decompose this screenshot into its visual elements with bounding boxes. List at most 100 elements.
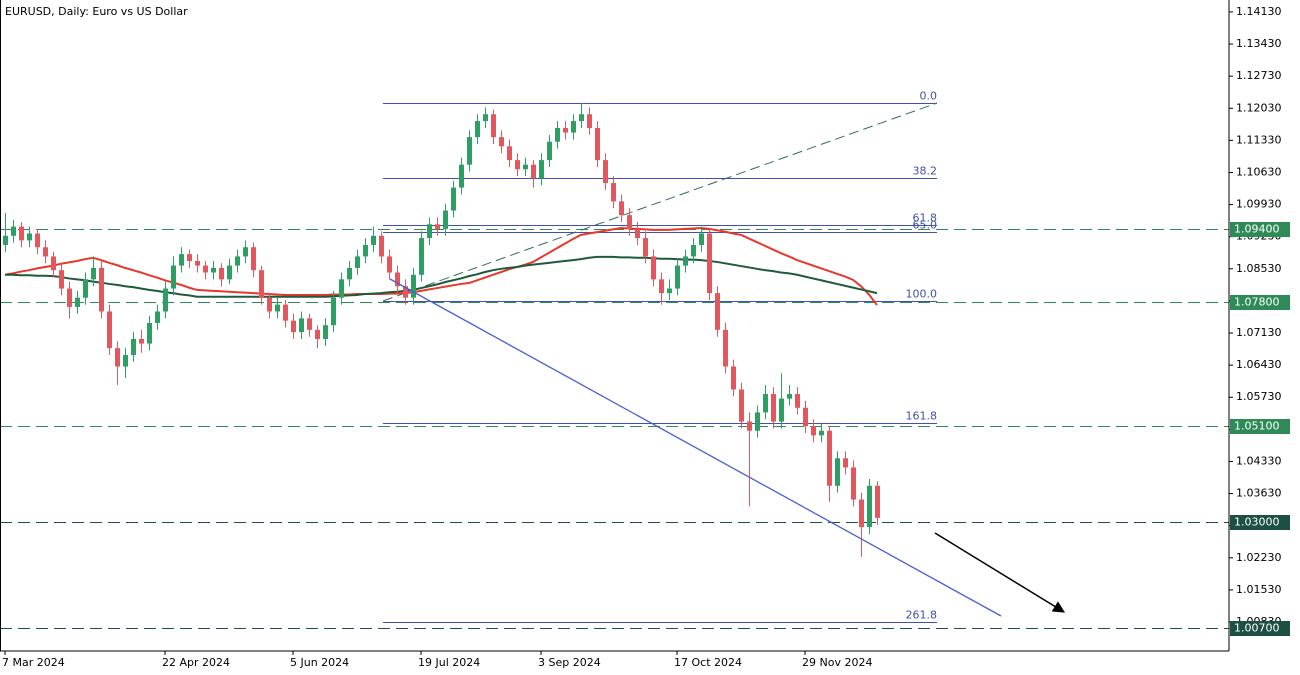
candle-body bbox=[427, 224, 432, 239]
candle-body bbox=[563, 127, 568, 133]
candle-body bbox=[435, 224, 440, 229]
candle-body bbox=[75, 297, 80, 307]
fib-label: 161.8 bbox=[906, 410, 938, 423]
y-tick-label: 1.08530 bbox=[1236, 262, 1282, 275]
candle-body bbox=[811, 426, 816, 436]
candle-body bbox=[715, 293, 720, 330]
candle-body bbox=[555, 127, 560, 142]
y-tick-label: 1.09930 bbox=[1236, 198, 1282, 211]
level-box bbox=[1230, 515, 1290, 530]
candle-body bbox=[723, 329, 728, 367]
candle-body bbox=[867, 485, 872, 528]
candle-body bbox=[171, 265, 176, 289]
candle-body bbox=[403, 286, 408, 298]
y-tick-label: 1.01530 bbox=[1236, 583, 1282, 596]
y-tick-label: 1.02230 bbox=[1236, 551, 1282, 564]
candle-body bbox=[675, 265, 680, 289]
candle-body bbox=[859, 499, 864, 528]
candle-body bbox=[875, 485, 880, 518]
candle-body bbox=[451, 187, 456, 211]
candle-body bbox=[267, 297, 272, 312]
candle-body bbox=[35, 233, 40, 248]
y-tick-label: 1.05730 bbox=[1236, 390, 1282, 403]
candle-body bbox=[475, 121, 480, 138]
candle-body bbox=[731, 366, 736, 390]
level-label: 1.03000 bbox=[1234, 516, 1280, 529]
x-tick-label: 17 Oct 2024 bbox=[674, 656, 742, 669]
candle-body bbox=[259, 270, 264, 298]
x-tick-label: 19 Jul 2024 bbox=[418, 656, 480, 669]
y-tick-label: 1.11330 bbox=[1236, 133, 1282, 146]
forecast-arrow bbox=[934, 532, 1066, 613]
candle-body bbox=[659, 279, 664, 294]
candle-body bbox=[331, 297, 336, 326]
chart-title: EURUSD, Daily: Euro vs US Dollar bbox=[5, 5, 188, 18]
candle-body bbox=[795, 394, 800, 408]
candle-body bbox=[123, 355, 128, 367]
candle-body bbox=[627, 215, 632, 229]
candle-body bbox=[27, 233, 32, 241]
candle-body bbox=[315, 329, 320, 339]
candle-body bbox=[683, 256, 688, 266]
y-tick-label: 1.06430 bbox=[1236, 358, 1282, 371]
fib-label: 261.8 bbox=[906, 609, 938, 622]
level-label: 1.00700 bbox=[1234, 622, 1280, 635]
candle-body bbox=[83, 279, 88, 298]
candle-body bbox=[355, 256, 360, 268]
candle-body bbox=[283, 304, 288, 321]
moving-averages bbox=[4, 226, 878, 306]
candle-body bbox=[691, 244, 696, 257]
candle-body bbox=[755, 412, 760, 431]
candle-body bbox=[219, 267, 224, 280]
candle-body bbox=[667, 288, 672, 294]
candle-body bbox=[467, 137, 472, 165]
level-label: 1.09400 bbox=[1234, 223, 1280, 236]
candle-body bbox=[323, 325, 328, 339]
candle-body bbox=[699, 233, 704, 245]
candle-body bbox=[203, 265, 208, 273]
candle-body bbox=[43, 247, 48, 257]
candle-body bbox=[611, 183, 616, 202]
candle-body bbox=[163, 288, 168, 312]
candle-body bbox=[747, 421, 752, 431]
candle-body bbox=[339, 279, 344, 298]
candle-body bbox=[179, 254, 184, 266]
candle-body bbox=[363, 244, 368, 257]
candle-body bbox=[347, 267, 352, 280]
candle-body bbox=[107, 311, 112, 349]
candle-body bbox=[155, 311, 160, 323]
candle-body bbox=[507, 146, 512, 161]
candle-body bbox=[187, 254, 192, 262]
y-tick-label: 1.04330 bbox=[1236, 454, 1282, 467]
candle-body bbox=[91, 267, 96, 280]
candle-body bbox=[3, 235, 8, 245]
fib-label: 65.0 bbox=[913, 219, 938, 232]
candle-body bbox=[651, 256, 656, 280]
level-box bbox=[1230, 295, 1290, 310]
candle-body bbox=[459, 164, 464, 188]
y-tick-label: 1.03630 bbox=[1236, 487, 1282, 500]
candle-body bbox=[763, 394, 768, 413]
candle-body bbox=[515, 160, 520, 170]
trend-channel-line bbox=[382, 102, 938, 302]
y-tick-label: 1.13430 bbox=[1236, 37, 1282, 50]
level-box bbox=[1230, 222, 1290, 237]
candle-body bbox=[635, 228, 640, 239]
level-box bbox=[1230, 621, 1290, 636]
candle-body bbox=[579, 114, 584, 122]
candle-body bbox=[587, 114, 592, 128]
y-tick-label: 1.12730 bbox=[1236, 69, 1282, 82]
candle-body bbox=[243, 247, 248, 257]
candle-body bbox=[251, 247, 256, 271]
candle-body bbox=[835, 458, 840, 486]
candle-body bbox=[819, 430, 824, 436]
candle-body bbox=[379, 235, 384, 257]
level-boxes: 1.09400 1.07800 1.05100 1.03000 1.00700 bbox=[1230, 222, 1290, 636]
candle-body bbox=[99, 267, 104, 312]
candle-body bbox=[547, 141, 552, 161]
candle-body bbox=[619, 201, 624, 216]
candle-body bbox=[643, 238, 648, 257]
level-label: 1.07800 bbox=[1234, 296, 1280, 309]
candle-body bbox=[843, 458, 848, 468]
